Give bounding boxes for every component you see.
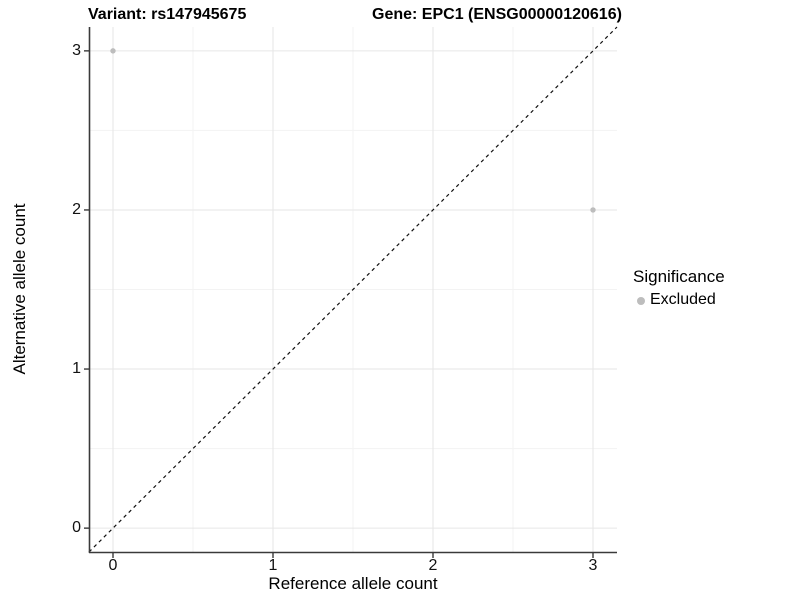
plot-title-variant: Variant: rs147945675	[88, 6, 247, 23]
legend-title: Significance	[633, 267, 725, 286]
x-tick-label: 0	[108, 557, 118, 574]
data-point	[110, 48, 116, 54]
legend: Significance Excluded	[633, 267, 725, 310]
x-tick-label: 3	[588, 557, 598, 574]
axis-tick-marks	[84, 50, 594, 558]
identity-reference-line	[88, 26, 618, 553]
y-tick-label: 1	[72, 360, 81, 378]
x-axis-title: Reference allele count	[268, 574, 438, 593]
major-gridlines	[89, 27, 617, 552]
axis-lines	[88, 27, 617, 554]
legend-item-label: Excluded	[650, 291, 716, 308]
minor-gridlines	[89, 27, 617, 552]
identity-line	[88, 26, 618, 553]
y-axis-title: Alternative allele count	[10, 203, 29, 375]
data-point	[590, 207, 596, 213]
data-points	[110, 48, 596, 213]
y-tick-label: 3	[72, 41, 81, 59]
excluded-point-icon	[637, 297, 645, 305]
legend-item-excluded: Excluded	[633, 291, 725, 310]
y-tick-label: 2	[72, 200, 81, 218]
y-tick-label: 0	[72, 519, 81, 537]
x-tick-label: 1	[268, 557, 278, 574]
plot-title-gene: Gene: EPC1 (ENSG00000120616)	[372, 6, 622, 23]
x-tick-label: 2	[428, 557, 438, 574]
